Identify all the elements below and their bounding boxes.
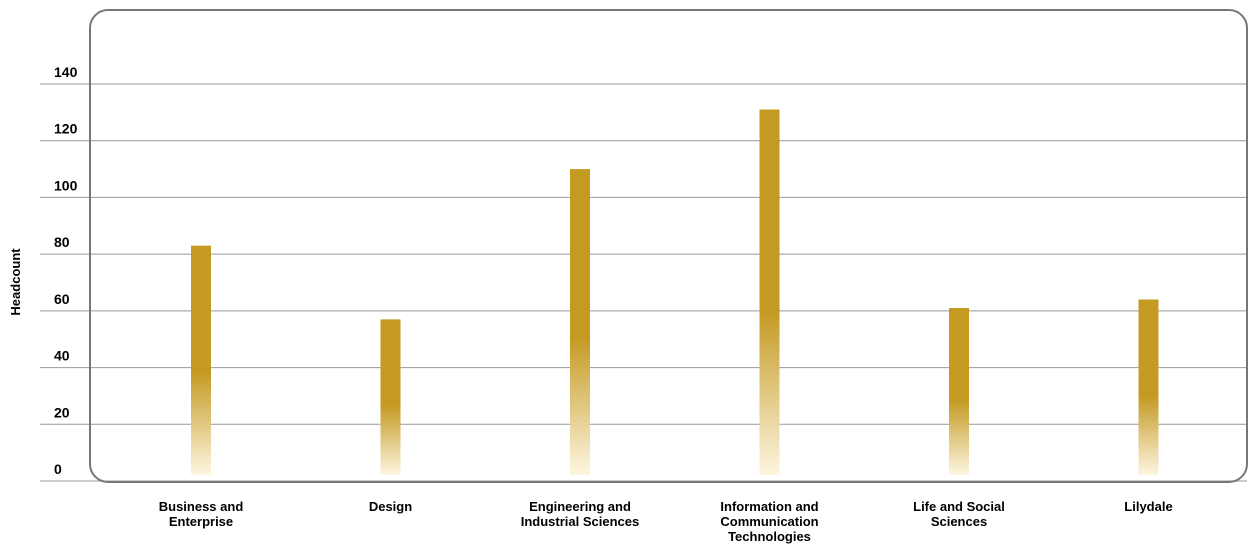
x-tick-label: Design: [369, 499, 412, 514]
y-tick-label: 80: [54, 234, 70, 250]
x-tick-label: Engineering and Industrial Sciences: [521, 499, 640, 529]
bars: [191, 109, 1159, 476]
bar: [949, 308, 969, 475]
x-axis-categories: Business and Enterprise Design Engineering …: [159, 499, 1173, 544]
y-tick-label: 140: [54, 64, 78, 80]
bar: [380, 319, 401, 475]
bar: [570, 169, 590, 476]
x-tick-label: Information and Communication Technologies: [720, 499, 818, 544]
y-axis-ticks: 0 20 40 60 80 100 120 140: [54, 64, 78, 477]
y-tick-label: 100: [54, 177, 78, 193]
bar: [759, 109, 780, 476]
x-tick-label: Business and Enterprise: [159, 499, 244, 529]
gridlines: [40, 83, 1247, 482]
y-tick-label: 120: [54, 121, 78, 137]
y-tick-label: 20: [54, 404, 70, 420]
x-tick-label: Lilydale: [1124, 499, 1172, 514]
bar: [191, 245, 211, 475]
y-tick-label: 60: [54, 291, 70, 307]
bar: [1138, 299, 1159, 475]
x-tick-label: Life and Social Sciences: [913, 499, 1005, 529]
y-tick-label: 40: [54, 348, 70, 364]
y-tick-label: 0: [54, 461, 62, 477]
plot-frame: [89, 9, 1248, 483]
y-axis-label: Headcount: [8, 248, 23, 316]
